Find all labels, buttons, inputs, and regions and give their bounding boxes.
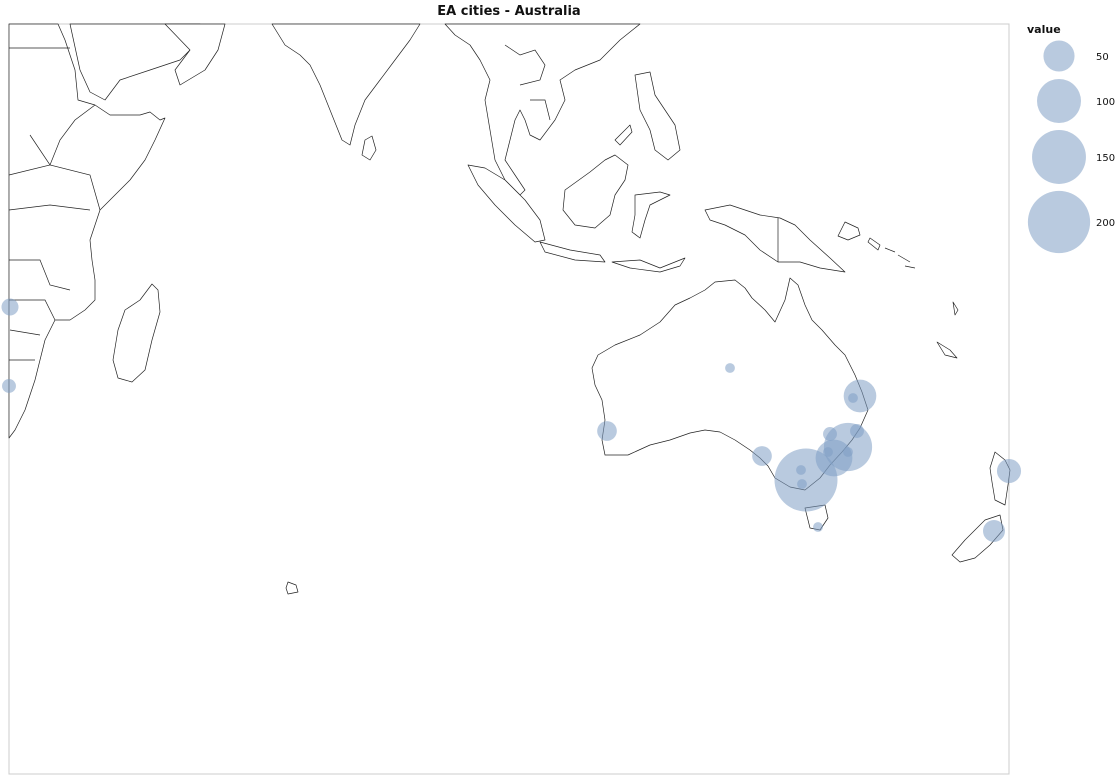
africa-borders xyxy=(8,47,101,361)
city-bubble xyxy=(813,522,823,532)
map-title: EA cities - Australia xyxy=(437,4,581,19)
new-guinea xyxy=(704,204,846,273)
legend-label: 100 xyxy=(1096,97,1115,108)
legend-label: 200 xyxy=(1096,218,1115,229)
kerguelen-island xyxy=(285,581,299,595)
legend-label: 50 xyxy=(1096,52,1109,63)
city-bubble xyxy=(843,379,877,413)
vanuatu xyxy=(952,301,959,316)
city-bubble xyxy=(848,393,858,403)
oman-landmass xyxy=(164,23,226,86)
madagascar xyxy=(112,283,161,383)
se-asia-mainland xyxy=(444,23,641,196)
legend-title: value xyxy=(1027,23,1061,36)
city-bubble xyxy=(1,298,19,316)
legend-bubble xyxy=(1043,40,1075,72)
city-bubble xyxy=(2,379,16,393)
city-bubble xyxy=(996,458,1022,484)
sumatra xyxy=(467,164,546,243)
java xyxy=(539,241,606,263)
city-bubble xyxy=(843,447,853,457)
land-layer xyxy=(8,23,1011,595)
city-bubble xyxy=(797,479,807,489)
legend-bubble xyxy=(1037,79,1081,123)
solomon-islands xyxy=(867,237,916,269)
city-bubble xyxy=(823,427,837,441)
india xyxy=(271,23,421,146)
city-bubble xyxy=(752,446,772,466)
legend-bubble xyxy=(1027,190,1091,254)
city-bubble xyxy=(597,421,617,441)
borneo xyxy=(562,154,629,229)
philippines-2 xyxy=(614,124,633,146)
city-bubble xyxy=(815,439,853,477)
sulawesi xyxy=(631,191,671,239)
africa-landmass xyxy=(8,23,166,439)
cities-layer xyxy=(1,298,1022,542)
se-asia-borders xyxy=(504,44,551,121)
new-caledonia xyxy=(936,341,958,359)
philippines xyxy=(634,71,681,161)
city-bubble xyxy=(983,520,1005,542)
legend-label: 150 xyxy=(1096,153,1115,164)
bismarck-islands xyxy=(837,221,861,241)
city-bubble xyxy=(796,465,806,475)
sri-lanka xyxy=(361,135,377,161)
city-bubble xyxy=(850,424,864,438)
legend-bubble xyxy=(1032,130,1086,184)
city-bubble xyxy=(725,363,735,373)
lesser-sunda xyxy=(611,257,686,273)
legend: value 50 100 150 200 xyxy=(1027,23,1115,254)
city-bubble xyxy=(823,447,833,457)
